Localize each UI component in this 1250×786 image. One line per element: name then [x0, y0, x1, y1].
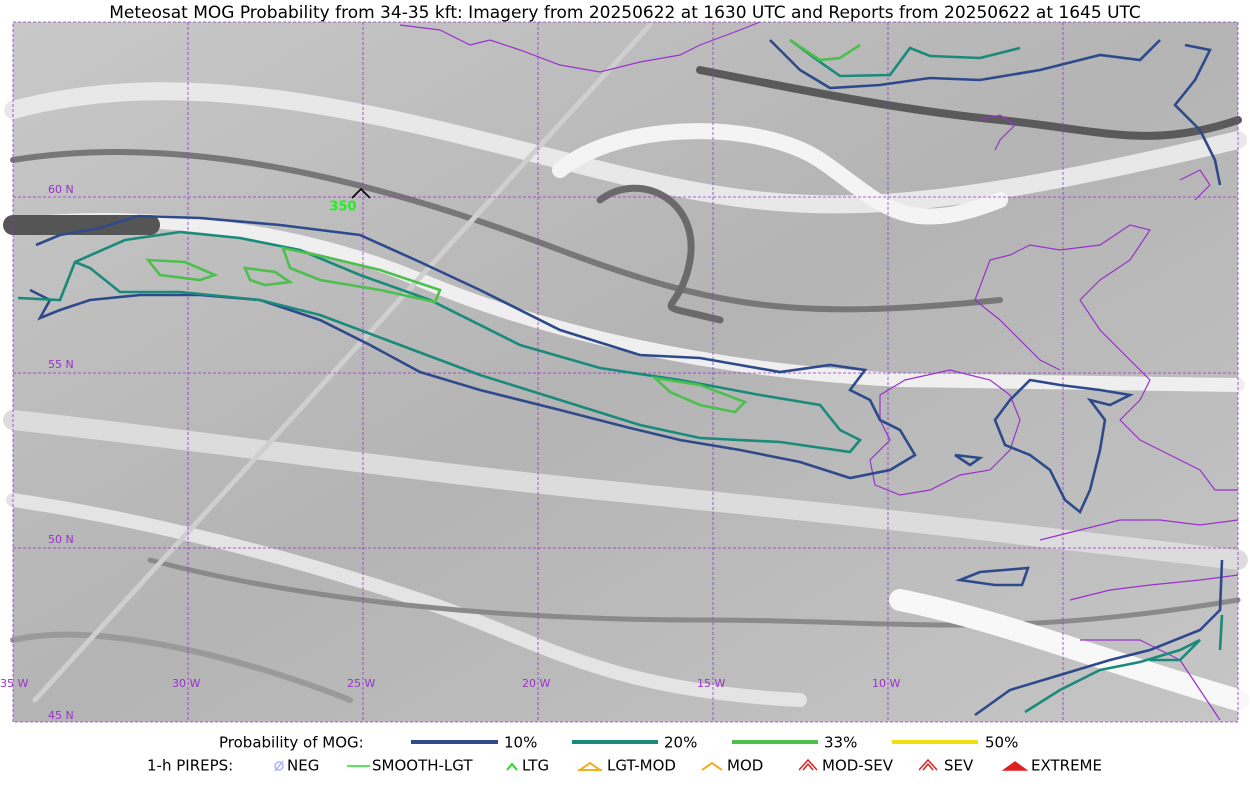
mog-contour [281, 246, 442, 304]
mog-contour [17, 230, 863, 454]
pirep-altitude: 350 [329, 200, 356, 215]
lon-label: 25 W [347, 677, 375, 690]
mog-contour [651, 376, 748, 414]
lat-labels: 60 N 55 N 50 N 45 N [48, 183, 74, 722]
lat-label: 50 N [48, 533, 74, 546]
mog-contour [145, 258, 219, 282]
legend: Probability of MOG: 10% 20% 33% 50% 1-h … [147, 734, 1102, 775]
legend-label: NEG [287, 757, 319, 775]
legend-title: Probability of MOG: [219, 734, 364, 752]
legend-title: 1-h PIREPS: [147, 757, 233, 775]
mog-contour [1024, 638, 1201, 714]
legend-label: 33% [824, 734, 857, 752]
legend-label: 20% [664, 734, 697, 752]
pirep: 350 [329, 187, 371, 215]
mog-contour [954, 453, 984, 467]
mog-contour [955, 566, 1030, 587]
legend-label: 50% [985, 734, 1018, 752]
mog-contour [789, 38, 1021, 78]
mog-contour [1173, 43, 1222, 186]
mog-contour [242, 266, 294, 287]
satellite-imagery [3, 22, 1249, 722]
lon-labels: 35 W 30 W 25 W 20 W 15 W 10 W [0, 677, 900, 690]
lon-label: 15 W [697, 677, 725, 690]
lon-label: 30 W [172, 677, 200, 690]
mog-contour [789, 38, 861, 62]
lat-label: 60 N [48, 183, 74, 196]
legend-label: MOD [727, 757, 763, 775]
legend-label: LGT-MOD [607, 757, 676, 775]
legend-label: 10% [504, 734, 537, 752]
mog-contour [993, 378, 1135, 515]
legend-label: SMOOTH-LGT [372, 757, 473, 775]
title: Meteosat MOG Probability from 34-35 kft:… [109, 3, 1141, 23]
lat-label: 45 N [48, 709, 74, 722]
lon-label: 20 W [522, 677, 550, 690]
mog-contour [1218, 614, 1224, 651]
lat-label: 55 N [48, 358, 74, 371]
lon-label: 10 W [872, 677, 900, 690]
mog-contour [974, 559, 1224, 717]
legend-label: EXTREME [1031, 757, 1102, 775]
graticule [12, 21, 1239, 723]
lon-label: 35 W [0, 677, 28, 690]
mog-contour [769, 39, 1161, 90]
mog-contours [17, 38, 1224, 717]
legend-label: MOD-SEV [822, 757, 894, 775]
legend-label: SEV [944, 757, 974, 775]
legend-label: LTG [522, 757, 549, 775]
